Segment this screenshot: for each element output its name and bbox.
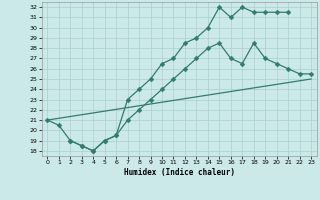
X-axis label: Humidex (Indice chaleur): Humidex (Indice chaleur) [124, 168, 235, 177]
